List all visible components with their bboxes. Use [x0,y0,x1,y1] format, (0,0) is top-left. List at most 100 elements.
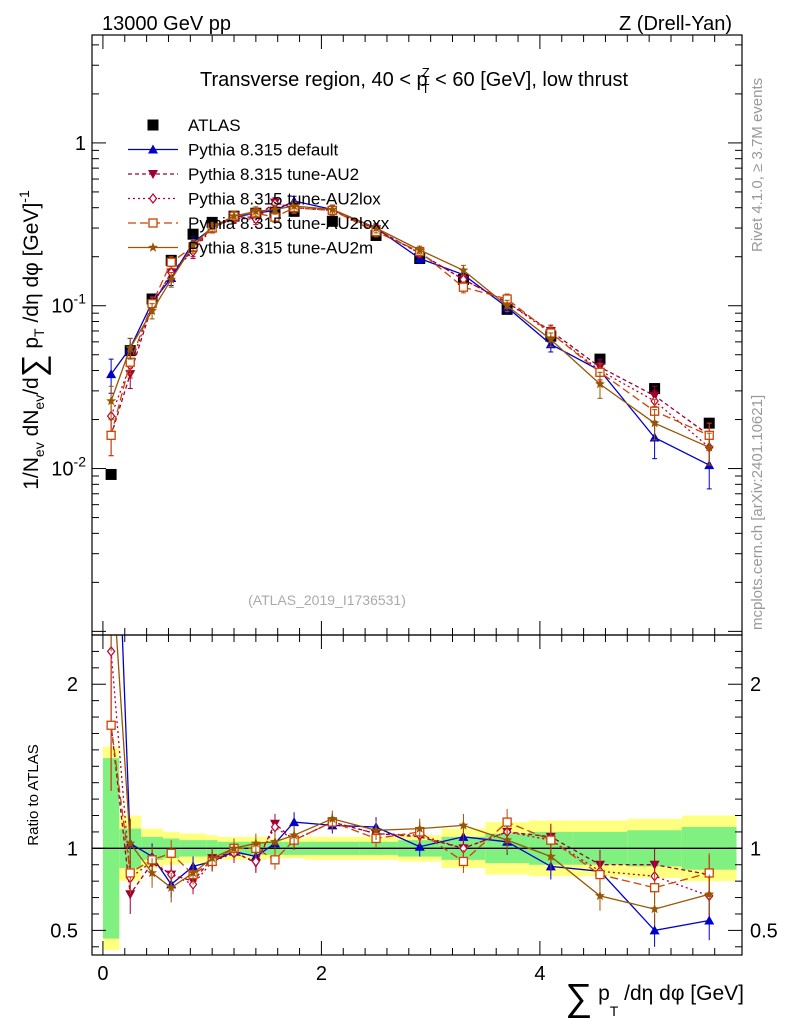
legend-marker [148,242,158,252]
ratio-point-au2m [207,853,218,863]
ratio-point-au2m [458,820,469,830]
point-au2m [188,240,198,250]
point-default [106,369,117,379]
ratio-panel: 0.5 0.5 1 1 2 2 0 2 4 Ratio to ATLAS ∑ pT /dη dφ… [25,335,778,1019]
point-au2m [250,206,261,216]
ratio-frame [91,634,743,956]
ratio-point-au2m [166,882,177,892]
header-right: Z (Drell-Yan) [619,13,732,35]
legend-label: Pythia 8.315 tune-AU2m [188,239,373,258]
point-atlas [187,228,199,240]
main-panel: 10-2 10-1 1 Transverse region, 40 < pZ T < … [15,34,743,636]
ratio-point-au2m [502,834,513,845]
ratio-point-au2loxx [649,883,660,893]
y-tick-label: 1 [75,133,86,155]
ratio-point-au2m [270,836,280,846]
ratio-y-tick-label: 0.5 [50,920,78,942]
point-au2loxx [458,282,469,292]
point-au2m [166,274,177,284]
ratio-point-au2m [327,813,338,823]
main-title: Transverse region, 40 < pZ T < 60 [GeV], … [200,65,628,96]
point-atlas [105,468,117,480]
main-series [105,195,715,490]
y-tick-label: 10-2 [51,454,86,481]
rivet-label: Rivet 4.1.0, ≥ 3.7M events [749,78,766,252]
point-au2m [595,378,605,389]
ratio-point-au2m [595,890,605,901]
legend-label: Pythia 8.315 tune-AU2lox [188,190,381,209]
ratio-point-au2m [649,903,660,914]
point-au2m [106,395,117,406]
point-au2m [270,204,280,214]
legend-label: Pythia 8.315 tune-AU2loxx [188,214,390,233]
header-left: 13000 GeV pp [102,13,231,35]
point-au2m [704,442,715,452]
ratio-point-au2m [250,838,261,848]
ratio-y-tick-label: 2 [67,674,78,696]
ratio-point-au2loxx [106,720,116,730]
legend-marker [147,119,159,131]
point-atlas [326,215,338,227]
ratio-point-au2m [371,825,381,835]
ratio-x-tick-label: 2 [316,963,327,985]
legend: ATLAS Pythia 8.315 default Pythia 8.315 tu… [128,116,390,258]
main-ylabel: 1/Nev dNev/d∑ pT /dη dφ [GeV]-1 [15,190,51,490]
ratio-point-au2loxx [270,855,280,865]
mcplots-label: mcplots.cern.ch [arXiv:2401.10621] [749,395,766,630]
point-au2m [502,300,513,310]
point-au2m [414,244,425,255]
ratio-point-au2loxx [166,848,176,858]
point-au2m [147,305,157,316]
ratio-x-tick-label: 0 [97,963,108,985]
watermark: (ATLAS_2019_I1736531) [248,592,406,608]
legend-label: ATLAS [188,116,241,135]
ratio-point-au2m [106,548,116,558]
ratio-ticks: 0.5 0.5 1 1 2 2 0 2 4 [50,635,778,985]
ratio-point-au2m [414,823,425,833]
tick-base: 10 [51,296,73,318]
point-au2m [327,204,338,214]
main-ticks: 10-2 10-1 1 [51,35,742,635]
legend-entry-au2: Pythia 8.315 tune-AU2 [128,165,359,184]
ratio-point-au2loxx [546,835,556,845]
ratio-point-au2lox [270,821,280,833]
legend-label: Pythia 8.315 default [188,141,339,160]
ratio-y-tick-label-right: 0.5 [750,920,778,942]
series-au2m [106,200,715,466]
point-au2m [371,222,381,233]
point-au2m [207,221,218,232]
legend-entry-atlas: ATLAS [147,116,241,135]
ratio-point-default [106,335,116,344]
legend-entry-au2lox: Pythia 8.315 tune-AU2lox [128,190,381,209]
point-au2m [125,342,136,353]
ratio-point-default [704,915,715,925]
ratio-series-clipped [106,335,715,947]
legend-marker [148,218,158,228]
tick-exp: -1 [74,291,87,307]
ratio-series [106,335,715,947]
ratio-point-au2loxx [595,869,605,880]
point-au2m [545,334,556,344]
ratio-y-tick-label: 1 [67,838,78,860]
ratio-point-default [649,925,660,935]
ratio-point-au2m [188,867,198,878]
ratio-point-au2m [289,830,299,840]
ratio-ylabel: Ratio to ATLAS [25,744,42,845]
ratio-point-au2loxx [502,817,512,827]
ratio-x-tick-label: 4 [534,963,545,985]
legend-entry-default: Pythia 8.315 default [128,141,339,160]
point-au2m [229,210,239,221]
ratio-point-au2loxx [125,868,135,878]
ratio-y-tick-label-right: 2 [750,674,761,696]
ratio-xlabel: ∑ pT /dη dφ [GeV] [565,977,744,1019]
ratio-series-au2m [106,548,715,926]
ratio-y-tick-label-right: 1 [750,838,761,860]
legend-marker [148,144,158,154]
ratio-point-au2m [125,838,136,848]
legend-entry-au2m: Pythia 8.315 tune-AU2m [128,239,373,258]
legend-entry-au2loxx: Pythia 8.315 tune-AU2loxx [128,214,390,233]
legend-label: Pythia 8.315 tune-AU2 [188,165,359,184]
tick-exp: -2 [74,454,87,470]
point-au2m [649,418,660,428]
